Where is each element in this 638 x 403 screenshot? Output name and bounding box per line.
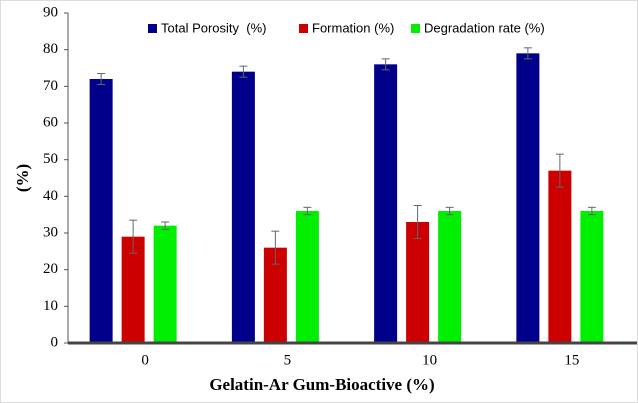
y-tick-label: 50 — [43, 151, 58, 167]
legend-label: Total Porosity (%) — [161, 20, 266, 35]
y-tick-label: 80 — [43, 41, 58, 57]
bar — [121, 236, 145, 343]
legend-swatch — [299, 24, 308, 33]
y-tick-label: 90 — [43, 4, 58, 20]
legend-label: Formation (%) — [312, 20, 394, 35]
x-tick-label: 10 — [422, 352, 437, 368]
y-tick-label: 40 — [43, 188, 58, 204]
error-bar — [523, 47, 532, 60]
bar — [438, 211, 462, 343]
bar — [295, 211, 319, 343]
x-axis-label: Gelatin-Ar Gum-Bioactive (%) — [209, 375, 434, 394]
error-bar — [129, 219, 138, 254]
y-tick-label: 70 — [43, 78, 58, 94]
x-tick-label: 5 — [284, 352, 292, 368]
bar — [406, 222, 430, 343]
y-tick-label: 20 — [43, 261, 58, 277]
error-bar — [303, 206, 312, 216]
error-bar — [445, 206, 454, 216]
x-tick-label: 0 — [141, 352, 149, 368]
legend-swatch — [411, 24, 420, 33]
y-tick-label: 0 — [51, 334, 59, 350]
error-bar — [587, 206, 596, 216]
bar — [580, 211, 604, 343]
bar — [516, 53, 540, 343]
error-bar — [271, 230, 280, 265]
y-axis-label: (%) — [13, 164, 32, 192]
error-bar — [97, 73, 106, 85]
bar — [231, 71, 255, 344]
bar — [263, 247, 287, 343]
legend: Total Porosity (%) Formation (%) Degradati… — [148, 20, 545, 35]
bar — [374, 64, 398, 343]
x-tick-label: 15 — [564, 352, 579, 368]
legend-swatch — [148, 24, 157, 33]
error-bar — [239, 65, 248, 78]
bar — [89, 79, 113, 343]
y-tick-label: 30 — [43, 224, 58, 240]
error-bar — [555, 153, 564, 188]
legend-label: Degradation rate (%) — [424, 20, 545, 35]
error-bar — [413, 205, 422, 239]
error-bar — [161, 221, 170, 230]
bar — [548, 170, 572, 343]
y-tick-label: 60 — [43, 114, 58, 130]
bar — [153, 225, 177, 343]
y-tick-label: 10 — [43, 298, 58, 314]
error-bar — [381, 58, 390, 71]
